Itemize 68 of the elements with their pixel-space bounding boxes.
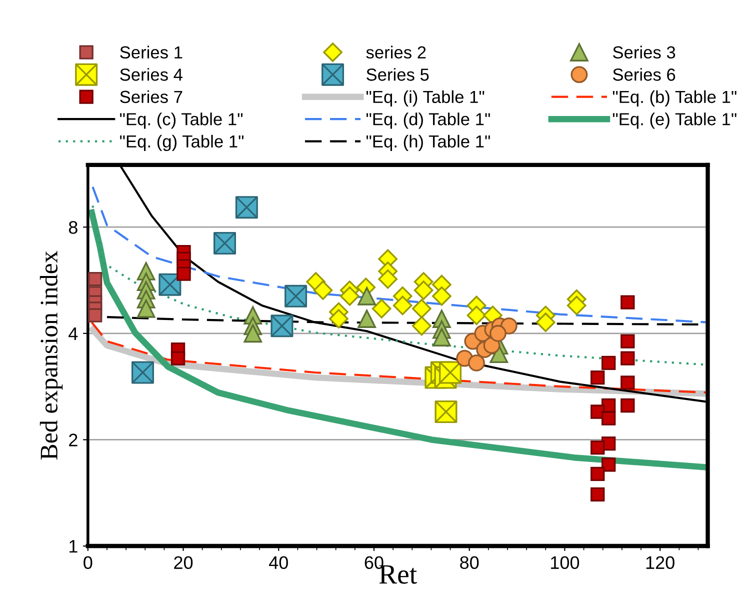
point	[88, 308, 102, 322]
point	[378, 269, 398, 289]
point	[468, 354, 485, 372]
point	[131, 361, 154, 384]
point	[329, 309, 348, 328]
legend-label: Series 4	[120, 68, 182, 81]
legend-label: Series 3	[612, 46, 676, 59]
point	[601, 356, 616, 370]
point	[412, 316, 432, 336]
point	[434, 400, 458, 424]
legend-label: Series 1	[120, 46, 182, 59]
y-tick-label: 1	[70, 540, 78, 553]
point	[235, 196, 258, 219]
point	[340, 286, 360, 306]
point	[412, 299, 432, 318]
legend-label: Series 5	[366, 68, 429, 81]
point	[372, 299, 392, 318]
point	[620, 295, 635, 310]
legend-label: Series 7	[120, 90, 182, 104]
x-tick-label: 0	[84, 556, 92, 569]
legend-label: Series 6	[612, 68, 676, 81]
point	[590, 440, 605, 455]
line-series	[92, 186, 708, 324]
y-tick-label: 2	[69, 434, 78, 446]
point	[620, 398, 635, 413]
point	[170, 351, 186, 366]
point	[620, 351, 635, 366]
point	[466, 306, 486, 326]
legend-label: "Eq. (e) Table 1"	[612, 112, 736, 129]
point	[489, 324, 506, 342]
point	[313, 280, 333, 300]
legend-label: "Eq. (h) Table 1"	[366, 134, 490, 152]
point	[270, 314, 294, 338]
x-tick-label: 120	[646, 556, 674, 569]
point	[536, 312, 556, 332]
legend-label: "Eq. (g) Table 1"	[120, 134, 244, 152]
point	[590, 487, 605, 502]
point	[590, 370, 605, 385]
legend-label: "Eq. (i) Table 1"	[366, 90, 484, 107]
point	[566, 296, 586, 316]
legend-label: "Eq. (d) Table 1"	[366, 112, 490, 129]
x-tick-label: 80	[460, 556, 479, 569]
point	[214, 232, 236, 255]
point	[601, 458, 616, 472]
point	[414, 280, 434, 300]
point	[284, 284, 308, 308]
legend-label: "Eq. (b) Table 1"	[612, 90, 736, 107]
point	[136, 300, 156, 318]
point	[432, 328, 451, 346]
point	[88, 272, 102, 286]
point	[358, 286, 376, 306]
legend-label: "Eq. (c) Table 1"	[120, 112, 243, 129]
legend-label: series 2	[366, 46, 426, 59]
point	[244, 324, 262, 343]
y-axis-title: Bed expansion index	[40, 250, 63, 460]
x-tick-label: 100	[551, 556, 580, 569]
point	[358, 310, 376, 328]
point	[620, 376, 635, 390]
x-tick-label: 40	[269, 556, 288, 569]
point	[432, 286, 452, 306]
x-tick-label: 20	[174, 556, 193, 569]
y-tick-label: 8	[68, 221, 78, 234]
y-tick-label: 4	[68, 328, 78, 340]
point	[176, 266, 191, 281]
point	[590, 466, 605, 482]
point	[392, 296, 412, 316]
point	[601, 411, 616, 426]
point	[620, 334, 635, 348]
